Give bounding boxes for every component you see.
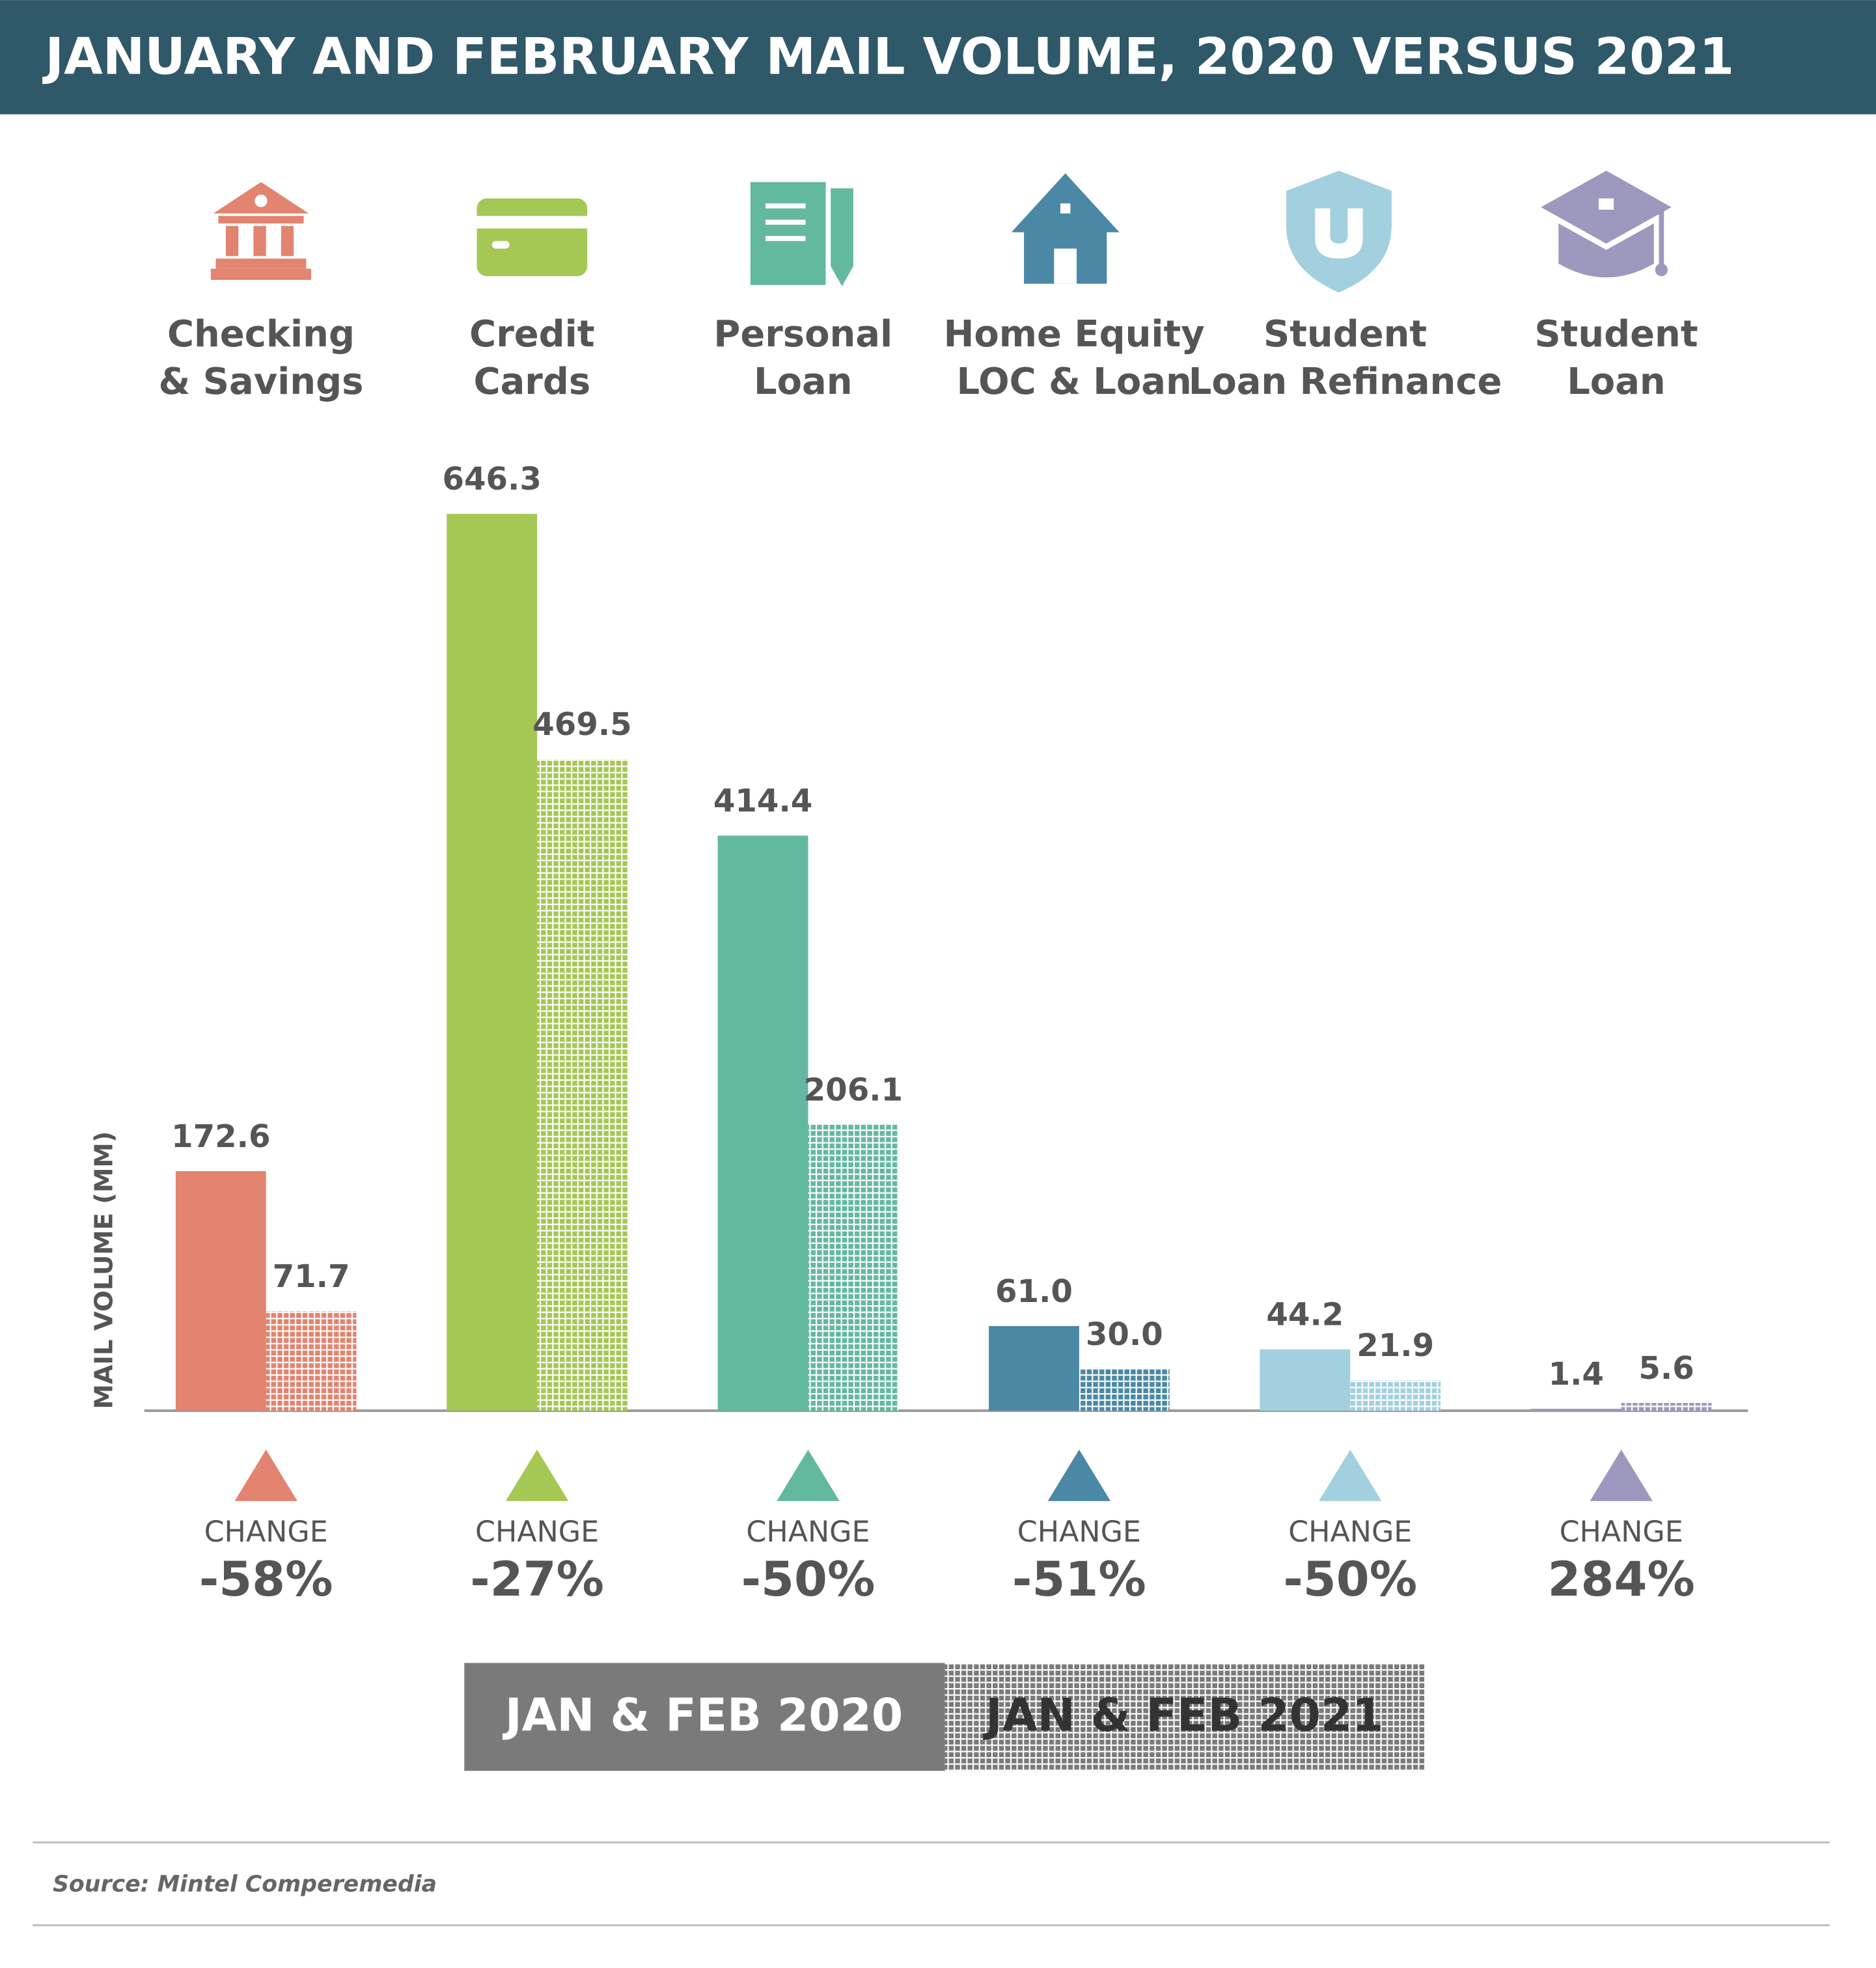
change-caption: CHANGE bbox=[475, 1516, 599, 1549]
bar bbox=[266, 1311, 357, 1411]
change-caption: CHANGE bbox=[746, 1516, 870, 1549]
bar bbox=[717, 835, 808, 1411]
value-label: 1.4 bbox=[1549, 1356, 1604, 1393]
bar bbox=[1350, 1380, 1441, 1411]
value-label: 21.9 bbox=[1357, 1327, 1434, 1364]
value-label: 414.4 bbox=[713, 783, 812, 820]
value-label: 646.3 bbox=[442, 461, 541, 497]
icon-shield bbox=[1286, 171, 1392, 293]
legend-swatch bbox=[945, 1663, 1426, 1771]
change-value: -51% bbox=[1012, 1552, 1146, 1607]
bar bbox=[537, 759, 628, 1411]
y-axis-label: MAIL VOLUME (MM) bbox=[89, 1131, 118, 1409]
bar bbox=[175, 1171, 266, 1411]
category-label: Checking & Savings bbox=[159, 313, 364, 403]
change-marker bbox=[1047, 1449, 1111, 1501]
bar bbox=[1621, 1403, 1712, 1411]
change-marker bbox=[1319, 1449, 1382, 1501]
change-marker bbox=[505, 1449, 569, 1501]
value-label: 172.6 bbox=[171, 1118, 270, 1155]
value-label: 206.1 bbox=[804, 1072, 903, 1109]
change-caption: CHANGE bbox=[204, 1516, 328, 1549]
bar bbox=[1260, 1349, 1351, 1411]
value-label: 44.2 bbox=[1266, 1297, 1344, 1333]
value-label: 71.7 bbox=[273, 1258, 350, 1295]
source: Source: Mintel Comperemedia bbox=[53, 1872, 437, 1898]
change-caption: CHANGE bbox=[1560, 1516, 1683, 1549]
value-label: 469.5 bbox=[532, 706, 631, 743]
bar bbox=[447, 514, 538, 1411]
change-marker bbox=[234, 1449, 297, 1501]
bar bbox=[1079, 1368, 1170, 1411]
bar bbox=[1530, 1408, 1621, 1411]
change-caption: CHANGE bbox=[1017, 1516, 1141, 1549]
icon-card bbox=[476, 198, 588, 277]
change-value: -50% bbox=[1283, 1552, 1417, 1607]
category-label: Home Equity LOC & Loan bbox=[944, 313, 1205, 403]
chart-title: JANUARY AND FEBRUARY MAIL VOLUME, 2020 V… bbox=[42, 28, 1734, 87]
value-label: 30.0 bbox=[1086, 1316, 1163, 1353]
change-value: -58% bbox=[199, 1552, 333, 1607]
change-caption: CHANGE bbox=[1288, 1516, 1412, 1549]
bar bbox=[989, 1325, 1079, 1411]
change-marker bbox=[1590, 1449, 1653, 1501]
change-value: -27% bbox=[470, 1552, 604, 1607]
change-marker bbox=[777, 1449, 840, 1501]
category-label: Student Loan bbox=[1534, 313, 1698, 403]
icon-bank bbox=[210, 182, 312, 281]
change-value: 284% bbox=[1548, 1552, 1695, 1607]
category-label: Student Loan Refinance bbox=[1189, 313, 1502, 403]
title-bar bbox=[0, 0, 1876, 115]
icon-cap bbox=[1541, 171, 1672, 278]
value-label: 5.6 bbox=[1638, 1350, 1694, 1387]
legend-swatch bbox=[464, 1663, 945, 1771]
icon-document bbox=[750, 182, 853, 286]
legend-label: JAN & FEB 2021 bbox=[983, 1689, 1383, 1741]
category-label: Credit Cards bbox=[469, 313, 594, 403]
bar bbox=[808, 1124, 899, 1411]
value-label: 61.0 bbox=[995, 1273, 1073, 1310]
legend-label: JAN & FEB 2020 bbox=[503, 1689, 903, 1741]
change-value: -50% bbox=[741, 1552, 876, 1607]
icon-house bbox=[1011, 173, 1120, 284]
category-label: Personal Loan bbox=[713, 313, 892, 403]
